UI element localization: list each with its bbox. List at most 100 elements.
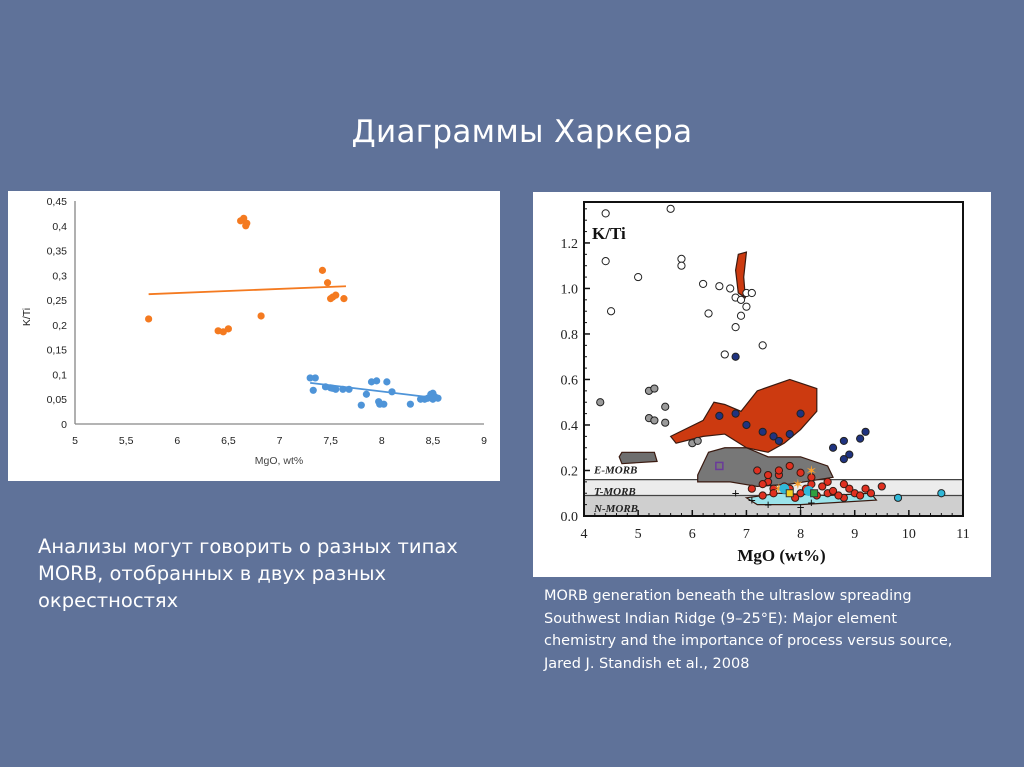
data-point — [818, 482, 827, 491]
data-point — [677, 261, 686, 270]
data-point — [715, 282, 724, 291]
slide-note: Анализы могут говорить о разных типах MO… — [38, 533, 508, 614]
data-point — [796, 409, 805, 418]
data-point — [257, 312, 265, 320]
y-tick-label: 0,15 — [47, 345, 68, 357]
harker-chart-excel: 0 0,05 0,1 0,15 0,2 0,25 0,3 0,35 0,4 0,45 5 5,5 6 6,… — [21, 196, 487, 467]
data-point — [406, 400, 414, 408]
x-tick-label: 7 — [743, 527, 750, 542]
data-point — [677, 254, 686, 263]
data-point — [845, 450, 854, 459]
data-point — [866, 489, 876, 498]
band-label: T-MORB — [594, 486, 636, 498]
data-point — [742, 302, 751, 311]
data-point — [828, 443, 838, 452]
data-point — [606, 307, 616, 316]
data-point — [736, 311, 746, 320]
data-point — [834, 491, 843, 500]
data-point — [796, 489, 805, 498]
data-point — [731, 409, 740, 418]
harker-chart-standish: 0.0 0.2 0.4 0.6 0.8 1.0 1.2 4 5 6 7 8 9 10 11 MgO (wt%)… — [561, 201, 970, 565]
trendline — [148, 285, 346, 296]
y-axis-title: K/Ti — [592, 224, 626, 243]
x-axis-title: MgO, wt% — [255, 455, 303, 467]
star-marker: ✶ — [792, 478, 804, 493]
data-point — [758, 491, 767, 500]
data-point — [747, 484, 756, 493]
data-point — [224, 325, 232, 333]
data-point — [383, 378, 391, 386]
square-marker — [715, 461, 724, 471]
data-point — [758, 480, 767, 489]
note-line: окрестностях — [38, 589, 179, 612]
data-point — [650, 416, 659, 425]
data-point — [726, 284, 735, 293]
y-tick-label: 0,1 — [52, 369, 67, 381]
y-tick-label: 0,4 — [52, 221, 67, 233]
data-point — [666, 204, 675, 213]
y-tick-label: 0.2 — [561, 464, 579, 479]
data-point — [758, 341, 767, 350]
red-field-upper — [734, 251, 748, 299]
grey-field-small — [618, 451, 658, 465]
data-point — [774, 436, 784, 446]
data-point — [715, 411, 724, 420]
caption-line: Jared J. Standish et al., 2008 — [544, 655, 750, 672]
data-point — [839, 455, 848, 464]
data-point — [839, 480, 848, 489]
data-point — [742, 420, 751, 430]
band-label: N-MORB — [593, 503, 638, 515]
data-point — [329, 293, 337, 301]
data-point — [339, 385, 347, 393]
data-point — [845, 484, 854, 493]
band-label: E-MORB — [593, 464, 637, 476]
data-point — [731, 352, 740, 361]
data-point — [769, 489, 778, 498]
slide-title: Диаграммы Харкера — [351, 114, 693, 150]
cross-marker: + — [748, 494, 756, 509]
data-point — [596, 398, 605, 407]
x-tick-label: 8,5 — [426, 435, 441, 447]
x-tick-label: 8 — [379, 435, 385, 447]
data-point — [311, 374, 319, 382]
data-point — [242, 222, 250, 230]
cross-marker: + — [764, 499, 772, 514]
x-tick-label: 5 — [72, 435, 78, 447]
data-point — [693, 436, 702, 446]
y-tick-label: 0.4 — [561, 419, 579, 434]
y-tick-label: 0,35 — [47, 246, 68, 258]
x-tick-label: 6,5 — [221, 435, 236, 447]
x-tick-label: 8 — [797, 527, 804, 542]
data-point — [769, 432, 778, 441]
y-tick-label: 0.0 — [561, 510, 579, 525]
data-point — [318, 266, 327, 274]
right-chart-panel: 0.0 0.2 0.4 0.6 0.8 1.0 1.2 4 5 6 7 8 9 10 11 MgO (wt%)… — [533, 192, 991, 577]
y-tick-label: 0.8 — [561, 328, 579, 343]
cross-marker: + — [797, 501, 805, 516]
data-point — [388, 388, 396, 396]
data-point — [774, 466, 784, 475]
data-point — [785, 461, 794, 471]
x-tick-label: 7,5 — [323, 435, 338, 447]
data-point — [145, 315, 153, 323]
square-marker — [810, 489, 819, 498]
star-marker: ✶ — [806, 464, 818, 479]
y-tick-label: 1.0 — [561, 282, 579, 297]
y-tick-label: 0 — [61, 419, 67, 431]
caption-line: chemistry and the importance of process … — [544, 633, 953, 649]
data-point — [720, 350, 729, 359]
y-tick-label: 0.6 — [561, 373, 579, 388]
data-point — [309, 386, 317, 394]
y-tick-label: 0,2 — [52, 320, 67, 332]
x-tick-label: 10 — [902, 527, 916, 542]
data-point — [306, 374, 314, 382]
data-point — [758, 427, 767, 436]
plot-frame — [583, 201, 964, 517]
star-marker: ✶ — [773, 483, 785, 498]
data-point — [601, 209, 610, 218]
y-tick-label: 0,25 — [47, 295, 68, 307]
red-field-main — [669, 378, 818, 453]
y-tick-label: 0,45 — [47, 196, 68, 208]
x-tick-label: 9 — [851, 527, 858, 542]
x-tick-label: 11 — [956, 527, 969, 542]
